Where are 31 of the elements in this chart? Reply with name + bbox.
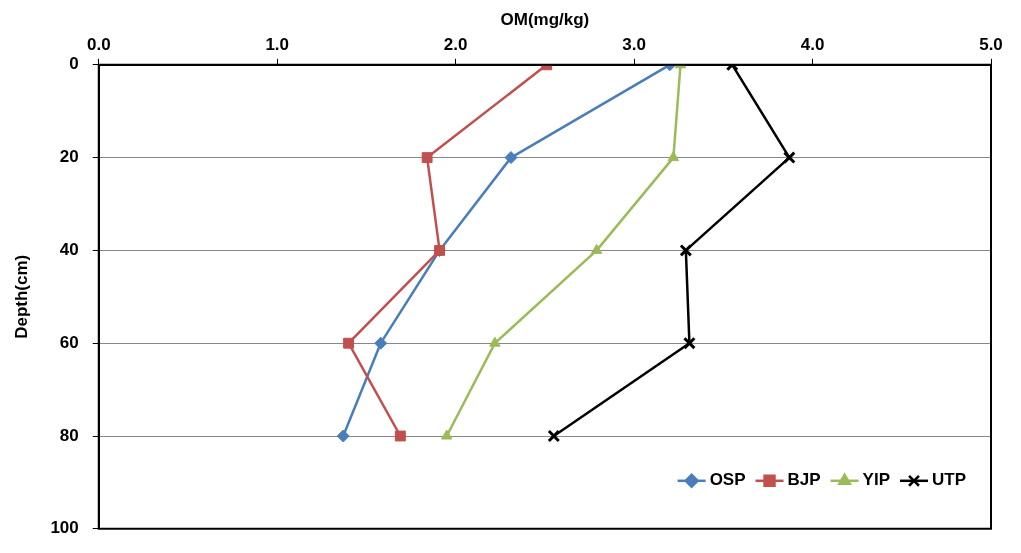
point [682,336,696,350]
legend-label: UTP [932,470,966,490]
x-tick-label: 4.0 [800,35,825,55]
point [441,429,453,440]
y-tick-label: 20 [59,147,79,167]
point [504,151,518,165]
point [421,152,433,164]
legend-label: YIP [862,470,891,490]
y-axis-title: Depth(cm) [11,254,31,339]
y-tick-label: 0 [69,54,79,74]
y-tick-label: 80 [59,425,79,445]
point [343,337,355,349]
legend-label: BJP [787,470,821,490]
point [489,336,501,347]
y-tick-label: 40 [59,240,79,260]
x-tick-label: 5.0 [979,35,1003,55]
legend-label: OSP [709,470,746,490]
x-tick-label: 0.0 [86,35,111,55]
x-tick-label: 1.0 [265,35,290,55]
x-tick-label: 3.0 [622,35,646,55]
x-tick-label: 2.0 [443,35,468,55]
point [374,336,388,350]
point [782,151,796,165]
point [679,243,693,257]
point [336,429,350,443]
y-tick-label: 100 [50,518,79,538]
point [394,430,406,442]
point [547,429,561,443]
point [667,151,680,162]
y-tick-label: 60 [59,332,79,352]
x-axis-title: OM(mg/kg) [500,9,590,29]
